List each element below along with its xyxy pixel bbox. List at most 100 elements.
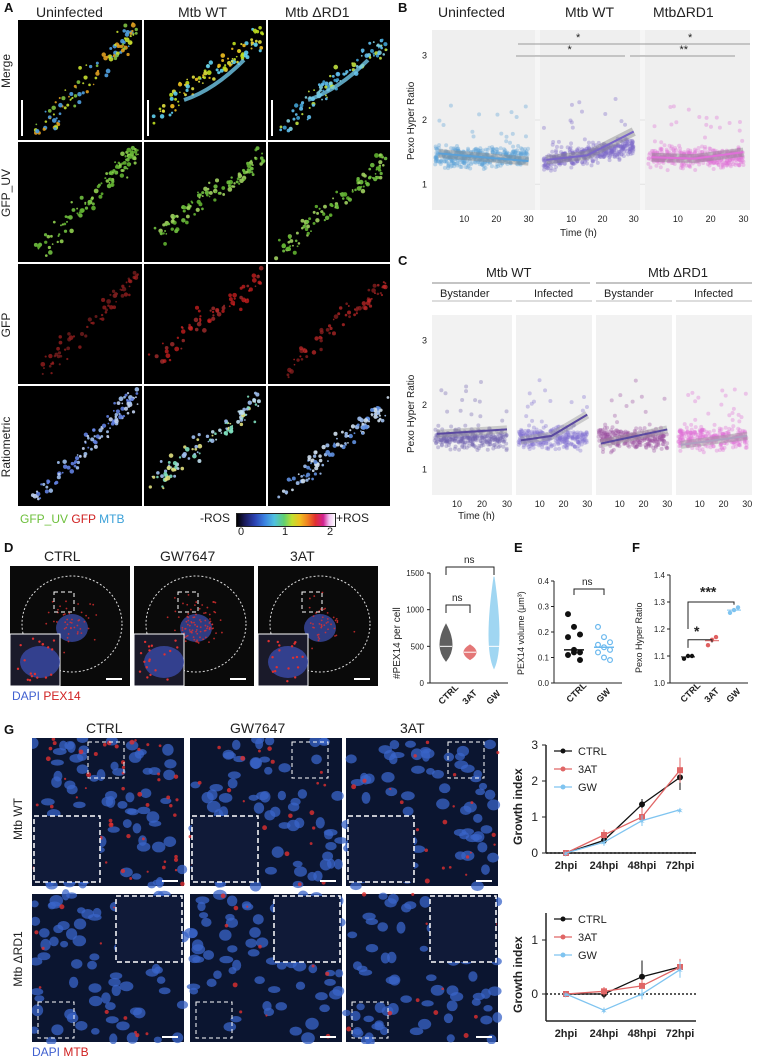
organelle-dot bbox=[40, 483, 43, 486]
organelle-dot bbox=[105, 308, 108, 312]
data-point bbox=[488, 442, 493, 447]
data-point bbox=[658, 425, 663, 430]
organelle-dot bbox=[339, 192, 342, 195]
data-point bbox=[567, 148, 572, 153]
data-point bbox=[595, 154, 600, 159]
nucleus bbox=[305, 1017, 319, 1030]
organelle-dot bbox=[95, 61, 99, 65]
data-point bbox=[628, 151, 633, 156]
data-point bbox=[717, 448, 722, 453]
mtb-dot bbox=[86, 772, 92, 778]
data-point bbox=[516, 151, 521, 156]
organelle-dot bbox=[118, 163, 122, 167]
data-point bbox=[671, 160, 676, 165]
data-point bbox=[705, 444, 710, 449]
data-point bbox=[475, 150, 480, 155]
data-point bbox=[436, 445, 441, 450]
inset-dot bbox=[23, 659, 26, 662]
data-point bbox=[484, 152, 489, 157]
data-point bbox=[548, 168, 553, 173]
organelle-dot bbox=[347, 310, 352, 315]
data-point bbox=[714, 115, 719, 120]
pex14-dot bbox=[219, 619, 222, 622]
data-point bbox=[575, 430, 580, 435]
organelle-dot bbox=[63, 348, 67, 351]
data-point bbox=[720, 149, 725, 154]
panel-a-row-gfp: GFP bbox=[0, 312, 13, 338]
mtb-dot bbox=[63, 777, 67, 780]
organelle-dot bbox=[297, 242, 301, 245]
nucleus bbox=[297, 789, 308, 799]
data-point bbox=[433, 146, 438, 151]
pex14-dot bbox=[334, 619, 337, 622]
organelle-dot bbox=[235, 180, 239, 184]
organelle-dot bbox=[84, 206, 89, 210]
mtb-dot bbox=[415, 828, 420, 832]
organelle-dot bbox=[379, 56, 382, 60]
data-point bbox=[441, 436, 446, 441]
data-point bbox=[473, 398, 478, 403]
data-point bbox=[702, 150, 707, 155]
nucleus bbox=[278, 822, 291, 829]
data-point bbox=[514, 161, 519, 166]
data-point bbox=[709, 158, 714, 163]
x-axis-label: Time (h) bbox=[458, 511, 495, 522]
y-tick-label: 1000 bbox=[406, 606, 424, 615]
data-point bbox=[526, 428, 531, 433]
organelle-dot bbox=[308, 106, 311, 109]
inset-nucleus bbox=[20, 646, 60, 678]
data-point bbox=[513, 149, 518, 154]
organelle-dot bbox=[35, 490, 39, 493]
data-point bbox=[433, 156, 438, 161]
data-point bbox=[720, 446, 725, 451]
panel-b-group-wt: Mtb WT bbox=[565, 4, 614, 20]
organelle-dot bbox=[123, 395, 126, 399]
data-point bbox=[448, 447, 453, 452]
nucleus bbox=[385, 976, 400, 985]
data-point bbox=[688, 151, 693, 156]
organelle-dot bbox=[185, 88, 189, 92]
data-point bbox=[548, 399, 553, 404]
data-point bbox=[532, 433, 537, 438]
data-point bbox=[513, 155, 518, 160]
zoom-box bbox=[53, 591, 75, 613]
organelle-dot bbox=[250, 41, 254, 45]
data-point bbox=[727, 121, 732, 126]
data-point bbox=[468, 435, 473, 440]
data-point bbox=[690, 153, 695, 158]
data-point bbox=[572, 444, 577, 449]
data-point bbox=[737, 427, 742, 432]
x-tick-label: 2hpi bbox=[555, 1028, 578, 1040]
data-point bbox=[687, 437, 692, 442]
data-point bbox=[735, 153, 740, 158]
organelle-dot bbox=[173, 474, 177, 478]
data-point bbox=[473, 436, 478, 441]
nucleus bbox=[146, 811, 160, 823]
data-point bbox=[576, 434, 581, 439]
organelle-dot bbox=[69, 228, 74, 234]
pex14-dot bbox=[336, 620, 339, 622]
organelle-dot bbox=[299, 103, 304, 108]
organelle-dot bbox=[166, 465, 171, 470]
data-point bbox=[667, 150, 672, 155]
zoom-inset bbox=[429, 895, 497, 963]
data-point bbox=[486, 442, 491, 447]
x-tick-label: 3AT bbox=[702, 685, 721, 704]
data-point bbox=[661, 438, 666, 443]
data-point bbox=[541, 441, 546, 446]
data-point bbox=[577, 149, 582, 154]
data-point bbox=[715, 434, 720, 439]
nucleus bbox=[158, 987, 171, 995]
data-point bbox=[721, 157, 726, 162]
data-point bbox=[446, 439, 451, 444]
data-point bbox=[709, 434, 714, 439]
data-point bbox=[617, 432, 622, 437]
data-point bbox=[555, 433, 560, 438]
data-point bbox=[560, 153, 565, 158]
pex14-dot bbox=[194, 623, 196, 626]
data-point bbox=[617, 158, 622, 163]
data-point bbox=[742, 439, 747, 444]
data-point bbox=[604, 149, 609, 154]
legend-label: GW bbox=[578, 782, 598, 794]
nucleus bbox=[131, 873, 142, 880]
